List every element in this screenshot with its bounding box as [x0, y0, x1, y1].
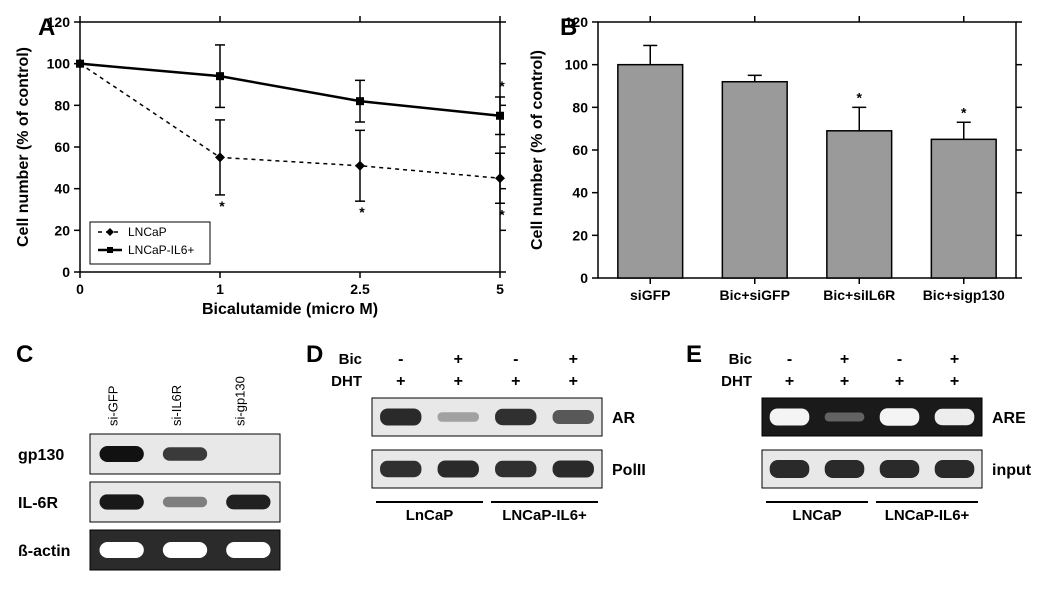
panel-b-chart: 020406080100120Cell number (% of control…	[520, 10, 1030, 320]
svg-text:100: 100	[565, 57, 589, 73]
svg-text:IL-6R: IL-6R	[18, 495, 58, 512]
svg-text:Bic: Bic	[729, 351, 752, 368]
svg-text:*: *	[857, 89, 863, 105]
svg-text:Bic+sigp130: Bic+sigp130	[923, 287, 1005, 303]
svg-text:+: +	[895, 373, 904, 390]
svg-text:-: -	[398, 351, 403, 368]
svg-text:Bic+siGFP: Bic+siGFP	[720, 287, 790, 303]
svg-text:80: 80	[54, 97, 70, 113]
svg-text:1: 1	[216, 281, 224, 297]
svg-text:*: *	[359, 204, 365, 220]
svg-text:Cell number (% of control): Cell number (% of control)	[529, 50, 546, 250]
svg-text:+: +	[454, 351, 463, 368]
svg-text:D: D	[306, 341, 323, 368]
svg-text:DHT: DHT	[331, 373, 362, 390]
svg-text:+: +	[950, 351, 959, 368]
svg-text:-: -	[513, 351, 518, 368]
svg-text:ß-actin: ß-actin	[18, 543, 70, 560]
svg-text:*: *	[499, 206, 505, 222]
svg-text:+: +	[840, 373, 849, 390]
svg-text:+: +	[840, 351, 849, 368]
svg-text:2.5: 2.5	[350, 281, 370, 297]
svg-text:+: +	[950, 373, 959, 390]
svg-text:+: +	[785, 373, 794, 390]
panel-d-gel: D Bic - + - + DHT + + + + AR PolII LnCaP LNCaP-IL6+	[300, 340, 680, 590]
svg-text:AR: AR	[612, 410, 636, 427]
svg-text:gp130: gp130	[18, 447, 64, 464]
svg-text:si-IL6R: si-IL6R	[169, 385, 184, 426]
svg-text:siGFP: siGFP	[630, 287, 670, 303]
svg-text:*: *	[219, 198, 225, 214]
svg-text:DHT: DHT	[721, 373, 752, 390]
svg-text:si-gp130: si-gp130	[232, 376, 247, 426]
svg-text:Bic+siIL6R: Bic+siIL6R	[823, 287, 895, 303]
svg-text:80: 80	[572, 99, 588, 115]
panel-d: D Bic - + - + DHT + + + + AR PolII LnCaP LNCaP-IL6+	[300, 340, 680, 590]
panel-e-gel: E Bic - + - + DHT + + + + ARE input LNCaP LNCaP-IL6+	[680, 340, 1050, 590]
panel-a-chart: 020406080100120012.55Bicalutamide (micro…	[10, 10, 520, 320]
svg-text:60: 60	[54, 139, 70, 155]
svg-text:ARE: ARE	[992, 410, 1026, 427]
svg-text:si-GFP: si-GFP	[106, 386, 121, 426]
svg-text:5: 5	[496, 281, 504, 297]
panel-c: Csi-GFP si-IL6R si-gp130 gp130 IL-6R ß-actin	[10, 340, 300, 590]
svg-text:Bic: Bic	[339, 351, 362, 368]
svg-text:PolII: PolII	[612, 462, 646, 479]
svg-text:20: 20	[54, 222, 70, 238]
svg-text:-: -	[787, 351, 792, 368]
svg-text:LnCaP: LnCaP	[406, 507, 454, 524]
svg-text:input: input	[992, 462, 1032, 479]
svg-text:+: +	[511, 373, 520, 390]
svg-text:+: +	[396, 373, 405, 390]
panel-b-label: B	[560, 14, 577, 42]
svg-text:20: 20	[572, 227, 588, 243]
svg-text:LNCaP-IL6+: LNCaP-IL6+	[502, 507, 587, 524]
svg-text:C: C	[16, 341, 33, 368]
svg-text:100: 100	[47, 56, 71, 72]
panel-e: E Bic - + - + DHT + + + + ARE input LNCaP LNCaP-IL6+	[680, 340, 1050, 590]
svg-text:+: +	[569, 351, 578, 368]
svg-text:-: -	[897, 351, 902, 368]
svg-text:+: +	[454, 373, 463, 390]
svg-text:LNCaP-IL6+: LNCaP-IL6+	[885, 507, 970, 524]
svg-text:*: *	[961, 104, 967, 120]
panel-a: A 020406080100120012.55Bicalutamide (mic…	[10, 10, 520, 320]
svg-text:40: 40	[572, 185, 588, 201]
svg-text:0: 0	[62, 264, 70, 280]
svg-text:60: 60	[572, 142, 588, 158]
panel-c-gel: Csi-GFP si-IL6R si-gp130 gp130 IL-6R ß-actin	[10, 340, 300, 590]
svg-text:40: 40	[54, 181, 70, 197]
panel-a-label: A	[38, 14, 55, 42]
svg-text:Bicalutamide (micro M): Bicalutamide (micro M)	[202, 301, 378, 318]
svg-text:Cell number (% of control): Cell number (% of control)	[15, 47, 32, 247]
svg-text:0: 0	[76, 281, 84, 297]
svg-text:*: *	[499, 78, 505, 94]
svg-text:LNCaP: LNCaP	[792, 507, 841, 524]
panel-b: B 020406080100120Cell number (% of contr…	[520, 10, 1030, 320]
svg-text:E: E	[686, 341, 702, 368]
svg-text:LNCaP: LNCaP	[128, 225, 167, 239]
svg-text:+: +	[569, 373, 578, 390]
svg-text:LNCaP-IL6+: LNCaP-IL6+	[128, 243, 194, 257]
svg-text:0: 0	[580, 270, 588, 286]
